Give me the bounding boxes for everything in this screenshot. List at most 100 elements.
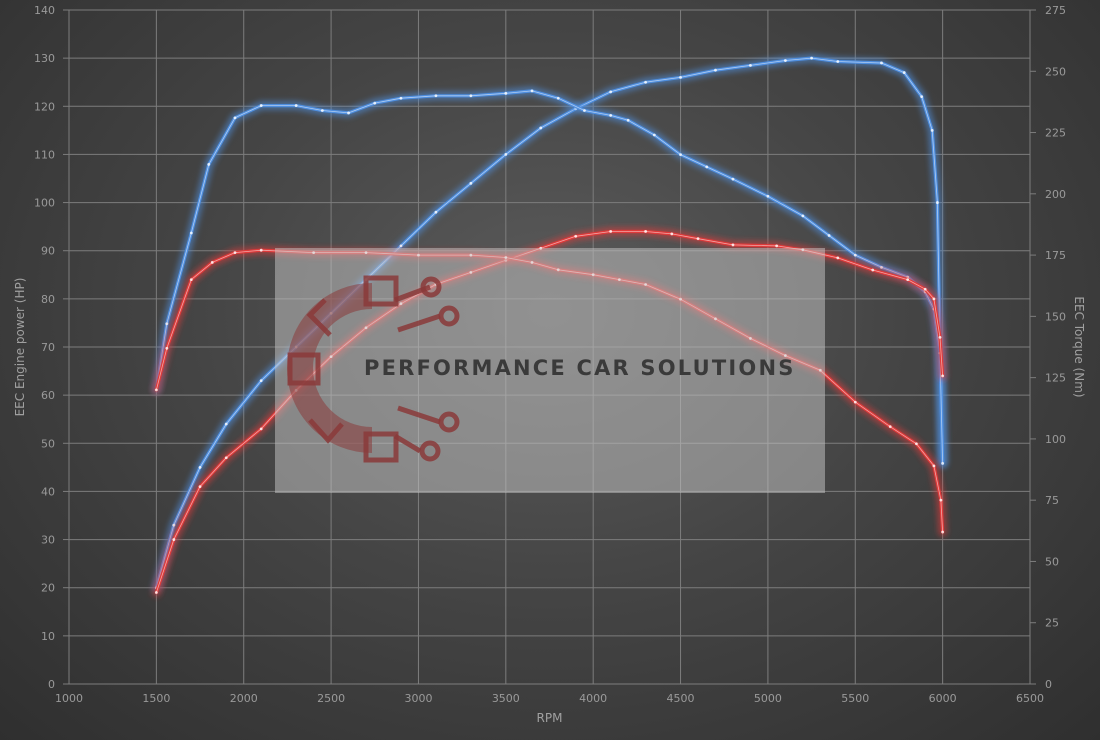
data-point (644, 80, 647, 84)
y-tick-label: 20 (41, 582, 55, 595)
data-point (172, 523, 176, 527)
data-point (154, 388, 158, 392)
data-point (827, 234, 831, 237)
data-point (165, 322, 169, 326)
y-tick-label: 0 (48, 678, 55, 691)
data-point (810, 56, 813, 60)
data-point (399, 244, 403, 248)
data-point (434, 94, 438, 98)
data-point (154, 591, 158, 594)
y-tick-label: 100 (34, 197, 55, 210)
y-tick-label: 30 (41, 534, 55, 547)
data-point (210, 261, 214, 264)
data-point (165, 346, 169, 350)
y2-tick-label: 25 (1045, 617, 1059, 630)
x-tick-label: 4500 (667, 692, 695, 705)
y-tick-label: 130 (34, 52, 55, 65)
series-1-group (151, 86, 948, 468)
data-point (902, 71, 906, 74)
data-point (373, 101, 377, 105)
data-point (294, 104, 298, 107)
data-point (172, 538, 176, 541)
data-point (224, 422, 228, 426)
y2-tick-label: 250 (1045, 65, 1066, 78)
data-point (469, 94, 473, 98)
data-point (539, 126, 543, 130)
data-point (801, 214, 805, 218)
data-point (766, 194, 770, 198)
y2-tick-label: 75 (1045, 494, 1059, 507)
data-point (705, 165, 709, 169)
y-tick-label: 90 (41, 245, 55, 258)
y2-axis-title: EEC Torque (Nm) (1072, 296, 1086, 397)
gear-circuit-icon (287, 275, 460, 463)
data-point (189, 231, 193, 235)
data-point (930, 128, 934, 132)
y-axis-title: EEC Engine power (HP) (13, 278, 27, 417)
data-point (198, 465, 202, 469)
data-point (749, 63, 752, 67)
watermark-text: PERFORMANCE CAR SOLUTIONS (364, 356, 796, 380)
data-point (347, 111, 350, 115)
data-point (941, 374, 945, 378)
data-point (504, 91, 508, 95)
x-tick-label: 6500 (1016, 692, 1044, 705)
data-point (915, 442, 918, 446)
y2-tick-label: 200 (1045, 188, 1066, 201)
y-tick-label: 70 (41, 341, 55, 354)
y-tick-label: 50 (41, 437, 55, 450)
axes: 1000 1500 2000 2500 3000 3500 4000 4500 5000 5500… (13, 4, 1086, 725)
data-point (938, 335, 942, 339)
data-point (906, 278, 910, 281)
data-point (224, 456, 228, 460)
y-tick-label: 10 (41, 630, 55, 643)
data-point (233, 251, 237, 255)
x-tick-label: 3000 (404, 692, 432, 705)
data-point (775, 244, 779, 248)
data-point (574, 234, 578, 238)
data-point (932, 297, 936, 301)
data-point (259, 427, 263, 431)
y2-tick-label: 175 (1045, 249, 1066, 262)
data-point (853, 400, 857, 404)
watermark: PERFORMANCE CAR SOLUTIONS (275, 248, 825, 493)
data-point (923, 287, 927, 291)
data-point (696, 237, 700, 241)
data-point (198, 485, 202, 489)
data-point (679, 76, 682, 79)
data-point (679, 153, 682, 157)
data-point (626, 118, 630, 122)
data-point (504, 153, 508, 156)
y2-tick-label: 225 (1045, 127, 1066, 140)
data-point (731, 243, 735, 247)
data-point (583, 109, 586, 112)
y-tick-label: 60 (41, 389, 55, 402)
x-tick-label: 3500 (492, 692, 520, 705)
data-point (888, 425, 892, 429)
data-point (469, 181, 473, 185)
x-tick-label: 2500 (317, 692, 345, 705)
data-point (259, 104, 263, 107)
y-tick-label: 140 (34, 4, 55, 17)
data-point (207, 163, 211, 166)
data-point (434, 210, 438, 214)
data-point (932, 464, 936, 468)
data-point (935, 201, 939, 204)
x-tick-label: 6000 (929, 692, 957, 705)
data-point (836, 256, 840, 260)
data-point (399, 96, 403, 100)
data-point (609, 230, 613, 233)
x-tick-label: 5500 (841, 692, 869, 705)
data-point (714, 68, 717, 72)
y2-tick-label: 125 (1045, 372, 1066, 385)
data-point (871, 268, 875, 272)
x-tick-label: 1500 (142, 692, 170, 705)
data-point (609, 90, 613, 94)
data-point (853, 253, 857, 257)
data-point (609, 113, 613, 117)
x-tick-label: 1000 (55, 692, 83, 705)
data-point (556, 96, 560, 100)
data-point (941, 462, 945, 465)
y2-tick-label: 100 (1045, 433, 1066, 446)
